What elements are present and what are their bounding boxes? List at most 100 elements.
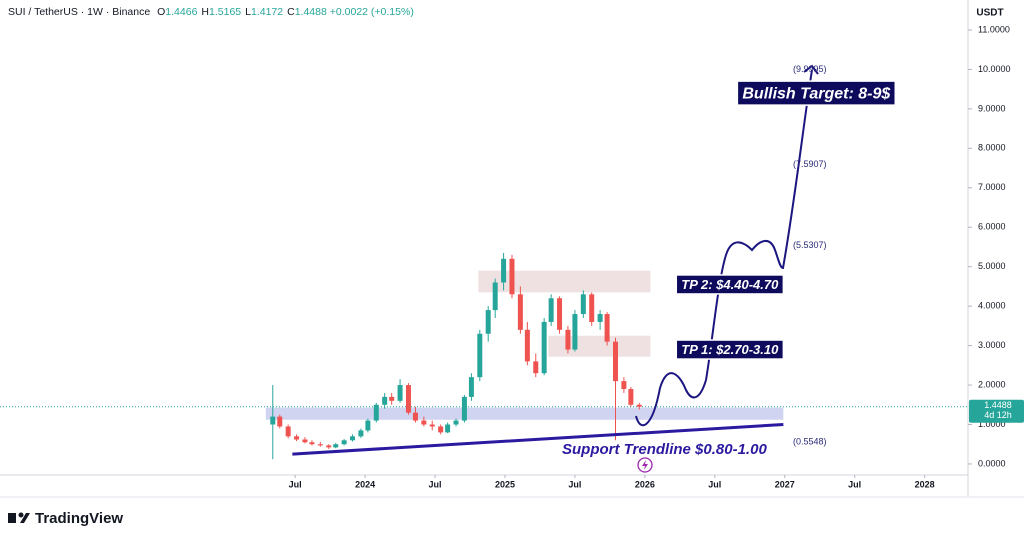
brand-logo-dot	[18, 512, 24, 518]
candle-body	[453, 420, 459, 425]
candle-body	[580, 294, 586, 315]
candle-body	[636, 404, 642, 407]
y-tick-label: 7.0000	[978, 182, 1006, 192]
candle-body	[461, 396, 467, 421]
projection-path	[635, 69, 813, 427]
last-price-badge	[969, 399, 1024, 423]
candle-body	[309, 442, 315, 445]
ohlc: O1.4466 H1.5165 L1.4172 C1.4488	[153, 6, 327, 18]
support-trendline	[292, 423, 784, 456]
y-tick-label: 10.0000	[978, 64, 1011, 74]
y-tick-label: 11.0000	[978, 24, 1010, 34]
candle-body	[524, 329, 530, 362]
level-label: (9.9995)	[793, 64, 827, 74]
candle-body	[604, 314, 610, 342]
candle-body	[412, 412, 418, 421]
candle-body	[285, 426, 291, 437]
candle-body	[389, 396, 395, 401]
brand-logo-slash	[20, 513, 30, 523]
change: +0.0022 (+0.15%)	[329, 6, 414, 18]
y-tick-label: 9.0000	[978, 103, 1006, 113]
annotation-box	[736, 80, 897, 106]
candle-body	[533, 361, 539, 374]
zone	[265, 407, 784, 420]
candle-body	[373, 404, 379, 421]
y-tick-label: 3.0000	[978, 340, 1006, 350]
y-tick-label: 5.0000	[978, 261, 1006, 271]
candle-body	[548, 298, 554, 322]
candle-body	[397, 385, 403, 401]
symbol: SUI / TetherUS · 1W · Binance	[8, 6, 151, 18]
candle-body	[277, 416, 283, 427]
x-tick-label: Jul	[848, 479, 861, 489]
candle-body	[517, 294, 523, 330]
annotation-text: TP 2: $4.40-4.70	[681, 277, 779, 292]
header: SUI / TetherUS · 1W · Binance O1.4466 H1.…	[8, 6, 414, 18]
y-tick-label: 4.0000	[978, 301, 1006, 311]
plot-area	[0, 252, 968, 460]
x-tick-label: Jul	[568, 479, 581, 489]
y-tick-label: 1.0000	[978, 419, 1006, 429]
support-label: Support Trendline $0.80-1.00	[562, 441, 767, 458]
ohlc-key: H	[201, 6, 210, 18]
x-tick-label: 2028	[915, 479, 935, 489]
candle-body	[405, 385, 411, 413]
candle-body	[350, 436, 356, 441]
candle-body	[358, 430, 364, 437]
candle-body	[365, 420, 371, 431]
brand-name: TradingView	[35, 510, 123, 527]
ohlc-value: 1.5165	[209, 6, 242, 18]
candle-body	[565, 329, 571, 350]
annotation-text: TP 1: $2.70-3.10	[681, 342, 779, 357]
candle-body	[485, 310, 491, 334]
annotation-box	[675, 274, 785, 295]
candle-body	[341, 440, 347, 445]
candle-body	[501, 258, 507, 283]
countdown-label: 4d 12h	[984, 410, 1012, 420]
ohlc-key: L	[245, 6, 251, 18]
y-axis-title: USDT	[976, 8, 1003, 19]
candle-body	[333, 444, 339, 448]
x-tick-label: Jul	[708, 479, 721, 489]
level-label: (5.5307)	[793, 240, 827, 250]
annotation-label: TP 1: $2.70-3.10	[675, 339, 785, 360]
candle-body	[429, 424, 435, 427]
y-tick-label: 8.0000	[978, 143, 1006, 153]
level-label: (7.5907)	[793, 159, 827, 169]
annotation-text: Bullish Target: 8-9$	[742, 85, 891, 102]
ohlc-value: 1.4172	[250, 6, 284, 18]
candle-body	[270, 416, 276, 425]
x-tick-label: Jul	[429, 479, 442, 489]
ohlc-value: 1.4488	[294, 6, 327, 18]
x-tick-label: Jul	[289, 479, 302, 489]
x-tick-label: 2027	[775, 479, 795, 489]
last-price-label: 1.4488	[984, 400, 1012, 410]
ohlc-key: C	[287, 6, 295, 18]
candle-body	[509, 258, 515, 295]
candle-body	[468, 377, 474, 397]
brand-logo	[8, 513, 16, 523]
candle-body	[326, 445, 332, 448]
x-tick-label: 2025	[495, 479, 515, 489]
ohlc-value: 1.4466	[165, 6, 198, 18]
candle-body	[438, 426, 444, 433]
candle-body	[294, 436, 300, 440]
candle-body	[421, 420, 427, 425]
candle-body	[382, 396, 388, 405]
candle-body	[445, 424, 451, 433]
x-tick-label: 2026	[635, 479, 655, 489]
candle-body	[302, 439, 308, 443]
candle-body	[541, 321, 547, 374]
event-icon-bolt	[642, 460, 648, 470]
candle-body	[557, 298, 563, 330]
annotation-box	[675, 339, 785, 360]
zone	[478, 270, 651, 293]
projection-arrowhead	[803, 64, 819, 75]
candle-body	[612, 341, 618, 382]
candle-body	[572, 314, 578, 350]
candle-body	[317, 444, 323, 446]
candle-body	[492, 282, 498, 311]
y-tick-label: 6.0000	[978, 222, 1006, 232]
